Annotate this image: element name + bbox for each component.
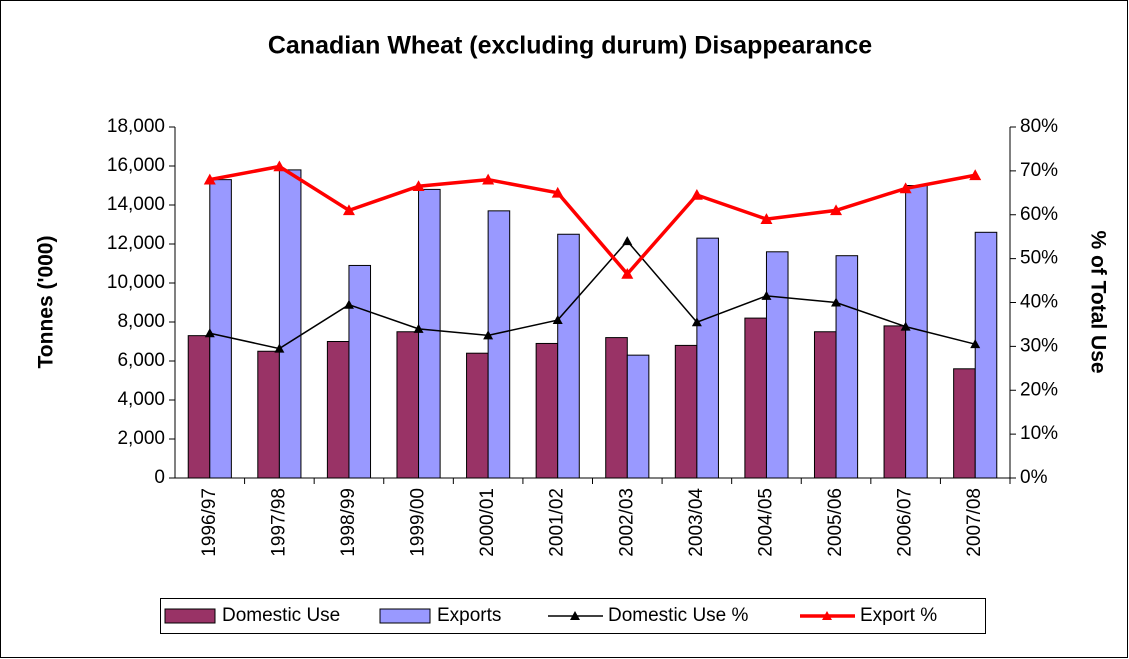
legend-swatch [379, 608, 431, 624]
y2-tick-label: 50% [1020, 248, 1058, 269]
bar [326, 341, 350, 479]
marker [691, 317, 702, 327]
y-tick-label: 12,000 [107, 233, 165, 254]
y-tick-label: 14,000 [107, 194, 165, 215]
legend-label: Exports [437, 605, 501, 626]
marker [482, 173, 495, 185]
x-tick-label: 2005/06 [825, 488, 846, 557]
y2-tick-label: 30% [1020, 335, 1058, 356]
bar [674, 344, 698, 479]
y-tick-label: 18,000 [107, 116, 165, 137]
bar [278, 169, 302, 479]
bar [187, 335, 211, 479]
bar [744, 317, 767, 479]
marker [343, 299, 354, 309]
x-tick-label: 2001/02 [547, 488, 568, 557]
bar [257, 350, 280, 479]
legend-label: Domestic Use [222, 605, 340, 626]
y2-tick-label: 20% [1020, 379, 1058, 400]
marker [412, 180, 425, 192]
y2-tick-label: 80% [1020, 116, 1058, 137]
x-tick-label: 2002/03 [616, 488, 637, 557]
bar [209, 179, 232, 479]
marker [621, 267, 634, 279]
y2-tick-label: 10% [1020, 423, 1058, 444]
x-tick-label: 1998/99 [338, 488, 359, 557]
y-tick-label: 8,000 [117, 311, 165, 332]
y2-tick-label: 60% [1020, 204, 1058, 225]
marker [830, 204, 843, 216]
marker [342, 204, 355, 216]
bar [813, 331, 837, 479]
chart-title: Canadian Wheat (excluding durum) Disappe… [268, 32, 872, 60]
marker [690, 189, 703, 200]
legend-label: Export % [860, 605, 937, 626]
bar [626, 354, 650, 479]
x-tick-label: 2000/01 [477, 488, 498, 557]
marker [970, 339, 981, 349]
bar [974, 231, 998, 479]
bar [765, 251, 789, 479]
marker [203, 173, 216, 185]
y-tick-label: 6,000 [117, 350, 165, 371]
y-tick-label: 10,000 [107, 272, 165, 293]
bar [535, 342, 559, 479]
bar [418, 188, 441, 479]
y-axis-label: Tonnes ('000) [35, 236, 58, 369]
bar [348, 264, 372, 479]
x-tick-label: 2007/08 [964, 488, 985, 557]
bar [953, 368, 976, 479]
marker [413, 323, 424, 333]
y2-tick-label: 0% [1020, 467, 1048, 488]
line [209, 164, 976, 277]
marker [622, 236, 633, 246]
marker [483, 330, 494, 340]
y2-tick-label: 70% [1020, 160, 1058, 181]
legend-marker [822, 611, 832, 620]
y2-axis-label: % of Total Use [1086, 230, 1109, 373]
y2-tick-label: 40% [1020, 292, 1058, 313]
marker [760, 213, 773, 224]
legend-swatch [164, 608, 216, 624]
line [209, 239, 976, 350]
y-tick-label: 2,000 [117, 428, 165, 449]
bar [696, 237, 719, 479]
bar [396, 331, 420, 479]
x-tick-label: 2006/07 [895, 488, 916, 557]
marker [273, 160, 286, 172]
x-tick-label: 1996/97 [199, 488, 220, 557]
marker [204, 328, 215, 338]
y-tick-label: 4,000 [117, 389, 165, 410]
legend-marker [570, 611, 580, 620]
marker [831, 297, 842, 307]
marker [274, 343, 285, 353]
marker [551, 186, 564, 198]
y-tick-label: 16,000 [107, 155, 165, 176]
bar [835, 255, 859, 479]
bar [466, 352, 489, 479]
marker [761, 290, 772, 300]
marker [552, 315, 563, 325]
marker [969, 169, 982, 181]
y-tick-label: 0 [154, 467, 165, 488]
marker [899, 182, 912, 194]
x-tick-label: 2004/05 [755, 488, 776, 557]
bar [883, 325, 907, 479]
bar [557, 233, 580, 479]
marker [900, 321, 911, 331]
legend-label: Domestic Use % [608, 605, 749, 626]
bar [605, 337, 628, 479]
bar [487, 210, 511, 479]
x-tick-label: 1997/98 [268, 488, 289, 557]
x-tick-label: 1999/00 [408, 488, 429, 557]
x-tick-label: 2003/04 [686, 488, 707, 557]
